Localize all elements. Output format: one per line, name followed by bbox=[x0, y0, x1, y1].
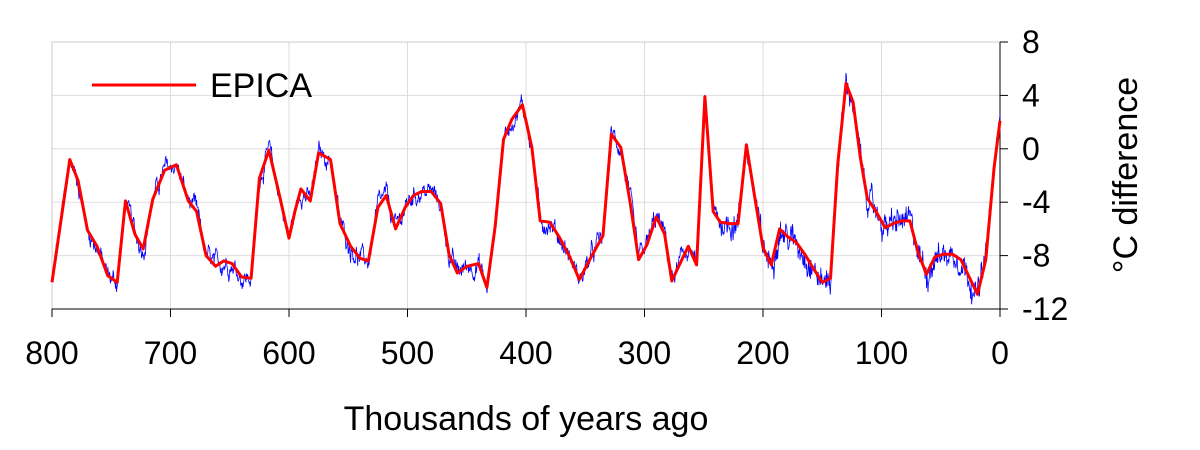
legend: EPICA bbox=[92, 67, 312, 105]
x-tick-label: 600 bbox=[262, 335, 315, 371]
x-tick-label: 400 bbox=[499, 335, 552, 371]
y-tick-label: -8 bbox=[1022, 238, 1050, 274]
x-tick-label: 800 bbox=[25, 335, 78, 371]
y-tick-label: -4 bbox=[1022, 184, 1050, 220]
series-layer bbox=[50, 81, 1002, 296]
series-line-epica bbox=[50, 81, 1002, 296]
y-axis-title: °C difference bbox=[1107, 77, 1145, 273]
legend-label-epica: EPICA bbox=[210, 67, 312, 105]
y-axis: 8 4 0 -4 -8 -12 bbox=[999, 24, 1068, 327]
x-tick-label: 300 bbox=[618, 335, 671, 371]
x-tick-label: 500 bbox=[381, 335, 434, 371]
x-tick-label: 100 bbox=[855, 335, 908, 371]
x-tick-label: 0 bbox=[991, 335, 1009, 371]
y-tick-label: -12 bbox=[1022, 291, 1068, 327]
x-axis-title: Thousands of years ago bbox=[344, 400, 709, 438]
x-axis: 800 700 600 500 400 300 200 100 0 bbox=[25, 308, 1009, 371]
grid-lines bbox=[51, 41, 1001, 310]
y-tick-label: 8 bbox=[1022, 24, 1040, 60]
x-tick-label: 200 bbox=[736, 335, 789, 371]
x-tick-label: 700 bbox=[144, 335, 197, 371]
y-tick-label: 0 bbox=[1022, 131, 1040, 167]
y-tick-label: 4 bbox=[1022, 77, 1040, 113]
